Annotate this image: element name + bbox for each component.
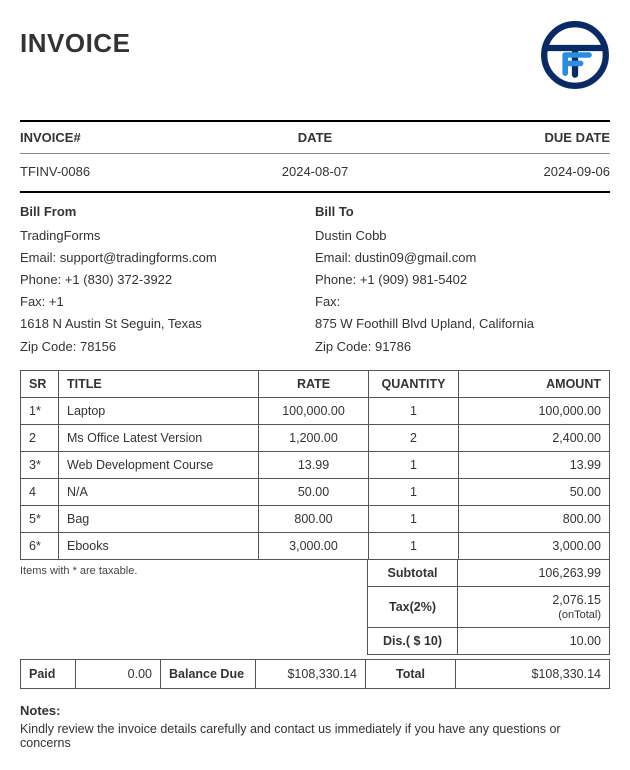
- bill-from-title: Bill From: [20, 201, 315, 223]
- bill-from-fax: Fax: +1: [20, 291, 315, 313]
- bill-to-address: 875 W Foothill Blvd Upland, California: [315, 313, 610, 335]
- bill-from-address: 1618 N Austin St Seguin, Texas: [20, 313, 315, 335]
- bill-from-name: TradingForms: [20, 225, 315, 247]
- cell-sr: 2: [21, 424, 59, 451]
- tax-note: Items with * are taxable.: [20, 565, 367, 577]
- cell-sr: 4: [21, 478, 59, 505]
- cell-title: Ebooks: [59, 532, 259, 559]
- col-rate: RATE: [259, 370, 369, 397]
- cell-sr: 6*: [21, 532, 59, 559]
- table-row: 2Ms Office Latest Version1,200.0022,400.…: [21, 424, 610, 451]
- cell-title: Ms Office Latest Version: [59, 424, 259, 451]
- cell-qty: 1: [369, 451, 459, 478]
- col-amount: AMOUNT: [459, 370, 610, 397]
- balance-label: Balance Due: [161, 659, 256, 688]
- subtotal-label: Subtotal: [368, 559, 458, 586]
- bill-to-name: Dustin Cobb: [315, 225, 610, 247]
- col-title: TITLE: [59, 370, 259, 397]
- cell-title: Web Development Course: [59, 451, 259, 478]
- cell-title: Laptop: [59, 397, 259, 424]
- items-table: SR TITLE RATE QUANTITY AMOUNT 1*Laptop10…: [20, 370, 610, 560]
- date-label: DATE: [217, 130, 414, 145]
- notes-section: Notes: Kindly review the invoice details…: [20, 703, 610, 750]
- cell-rate: 1,200.00: [259, 424, 369, 451]
- cell-qty: 1: [369, 478, 459, 505]
- total-label: Total: [366, 659, 456, 688]
- bill-from-zip: Zip Code: 78156: [20, 336, 315, 358]
- cell-sr: 1*: [21, 397, 59, 424]
- discount-label: Dis.( $ 10): [368, 627, 458, 654]
- notes-body: Kindly review the invoice details carefu…: [20, 722, 610, 750]
- table-row: 3*Web Development Course13.99113.99: [21, 451, 610, 478]
- invoice-no-label: INVOICE#: [20, 130, 217, 145]
- cell-qty: 1: [369, 397, 459, 424]
- items-header-row: SR TITLE RATE QUANTITY AMOUNT: [21, 370, 610, 397]
- bill-to-zip: Zip Code: 91786: [315, 336, 610, 358]
- cell-amount: 13.99: [459, 451, 610, 478]
- table-row: 5*Bag800.001800.00: [21, 505, 610, 532]
- bill-from-block: Bill From TradingForms Email: support@tr…: [20, 201, 315, 358]
- cell-rate: 13.99: [259, 451, 369, 478]
- cell-qty: 1: [369, 505, 459, 532]
- balance-value: $108,330.14: [256, 659, 366, 688]
- cell-rate: 50.00: [259, 478, 369, 505]
- company-logo: [540, 20, 610, 90]
- tax-label: Tax(2%): [368, 586, 458, 627]
- table-row: 1*Laptop100,000.001100,000.00: [21, 397, 610, 424]
- subtotal-value: 106,263.99: [458, 559, 610, 586]
- cell-rate: 800.00: [259, 505, 369, 532]
- bill-from-phone: Phone: +1 (830) 372-3922: [20, 269, 315, 291]
- cell-amount: 100,000.00: [459, 397, 610, 424]
- meta-header-row: INVOICE# DATE DUE DATE: [20, 120, 610, 154]
- date-value: 2024-08-07: [217, 164, 414, 179]
- cell-amount: 3,000.00: [459, 532, 610, 559]
- bill-to-title: Bill To: [315, 201, 610, 223]
- notes-title: Notes:: [20, 703, 610, 718]
- bill-to-fax: Fax:: [315, 291, 610, 313]
- cell-amount: 2,400.00: [459, 424, 610, 451]
- invoice-no-value: TFINV-0086: [20, 164, 217, 179]
- paid-label: Paid: [21, 659, 76, 688]
- summary-table: Subtotal 106,263.99 Tax(2%) 2,076.15(onT…: [367, 559, 610, 655]
- cell-sr: 5*: [21, 505, 59, 532]
- cell-sr: 3*: [21, 451, 59, 478]
- cell-title: N/A: [59, 478, 259, 505]
- bill-from-email: Email: support@tradingforms.com: [20, 247, 315, 269]
- cell-title: Bag: [59, 505, 259, 532]
- tax-value: 2,076.15(onTotal): [458, 586, 610, 627]
- col-qty: QUANTITY: [369, 370, 459, 397]
- due-date-label: DUE DATE: [413, 130, 610, 145]
- meta-values-row: TFINV-0086 2024-08-07 2024-09-06: [20, 154, 610, 193]
- table-row: 4N/A50.00150.00: [21, 478, 610, 505]
- total-value: $108,330.14: [456, 659, 610, 688]
- cell-amount: 800.00: [459, 505, 610, 532]
- discount-value: 10.00: [458, 627, 610, 654]
- cell-amount: 50.00: [459, 478, 610, 505]
- cell-qty: 1: [369, 532, 459, 559]
- col-sr: SR: [21, 370, 59, 397]
- due-date-value: 2024-09-06: [413, 164, 610, 179]
- totals-table: Paid 0.00 Balance Due $108,330.14 Total …: [20, 659, 610, 689]
- cell-qty: 2: [369, 424, 459, 451]
- paid-value: 0.00: [76, 659, 161, 688]
- cell-rate: 100,000.00: [259, 397, 369, 424]
- bill-to-phone: Phone: +1 (909) 981-5402: [315, 269, 610, 291]
- bill-to-block: Bill To Dustin Cobb Email: dustin09@gmai…: [315, 201, 610, 358]
- bill-to-email: Email: dustin09@gmail.com: [315, 247, 610, 269]
- cell-rate: 3,000.00: [259, 532, 369, 559]
- page-title: INVOICE: [20, 28, 130, 59]
- table-row: 6*Ebooks3,000.0013,000.00: [21, 532, 610, 559]
